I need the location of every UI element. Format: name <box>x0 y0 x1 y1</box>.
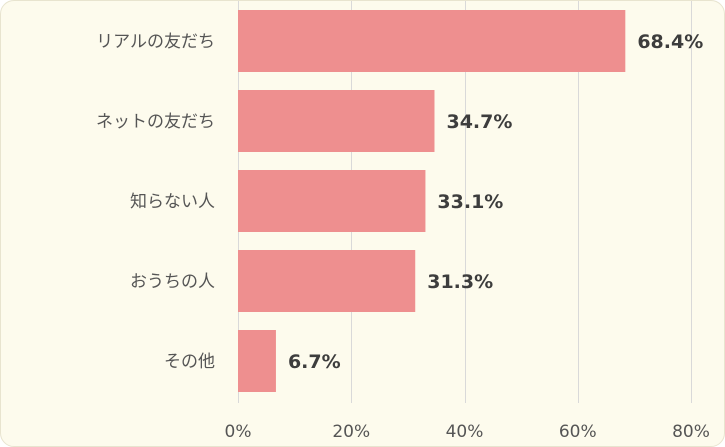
category-label-3: おうちの人 <box>130 272 215 292</box>
x-tick-label-1: 20% <box>332 422 370 442</box>
category-label-1: ネットの友だち <box>96 112 215 132</box>
category-label-2: 知らない人 <box>130 192 215 212</box>
data-label-1: 34.7% <box>446 111 512 133</box>
bar-1 <box>238 90 435 152</box>
bar-2 <box>238 170 426 232</box>
x-tick-label-2: 40% <box>446 422 484 442</box>
bar-0 <box>238 10 626 72</box>
x-tick-label-0: 0% <box>225 422 252 442</box>
bar-4 <box>238 330 276 392</box>
category-label-0: リアルの友だち <box>96 32 215 52</box>
data-label-2: 33.1% <box>437 191 503 213</box>
data-label-0: 68.4% <box>637 31 703 53</box>
bars <box>238 10 626 392</box>
x-tick-label-4: 80% <box>672 422 710 442</box>
x-tick-label-3: 60% <box>559 422 597 442</box>
category-label-4: その他 <box>164 352 215 372</box>
data-label-3: 31.3% <box>427 271 493 293</box>
data-label-4: 6.7% <box>288 351 341 373</box>
bar-3 <box>238 250 416 312</box>
labels: 0% 20% 40% 60% 80% リアルの友だち 68.4% ネットの友だち 34.7% 知ら… <box>96 31 710 442</box>
